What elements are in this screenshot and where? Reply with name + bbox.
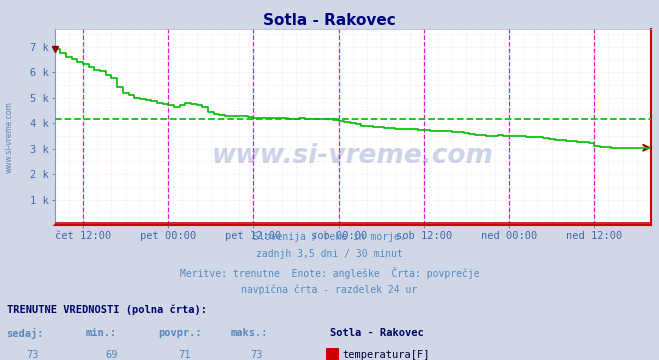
Text: maks.:: maks.: (231, 328, 268, 338)
Text: min.:: min.: (86, 328, 117, 338)
Text: sedaj:: sedaj: (7, 328, 44, 339)
Text: povpr.:: povpr.: (158, 328, 202, 338)
Text: Meritve: trenutne  Enote: angleške  Črta: povprečje: Meritve: trenutne Enote: angleške Črta: … (180, 267, 479, 279)
Text: zadnjh 3,5 dni / 30 minut: zadnjh 3,5 dni / 30 minut (256, 249, 403, 260)
Text: www.si-vreme.com: www.si-vreme.com (5, 101, 14, 173)
Text: 69: 69 (106, 350, 118, 360)
Text: navpična črta - razdelek 24 ur: navpična črta - razdelek 24 ur (241, 284, 418, 294)
Text: www.si-vreme.com: www.si-vreme.com (212, 143, 494, 169)
Text: 73: 73 (251, 350, 263, 360)
Text: TRENUTNE VREDNOSTI (polna črta):: TRENUTNE VREDNOSTI (polna črta): (7, 304, 206, 315)
Text: 71: 71 (179, 350, 190, 360)
Text: Sotla - Rakovec: Sotla - Rakovec (330, 328, 423, 338)
Text: Slovenija / reke in morje.: Slovenija / reke in morje. (253, 232, 406, 242)
Text: temperatura[F]: temperatura[F] (343, 350, 430, 360)
Text: Sotla - Rakovec: Sotla - Rakovec (263, 13, 396, 28)
Text: 73: 73 (27, 350, 39, 360)
